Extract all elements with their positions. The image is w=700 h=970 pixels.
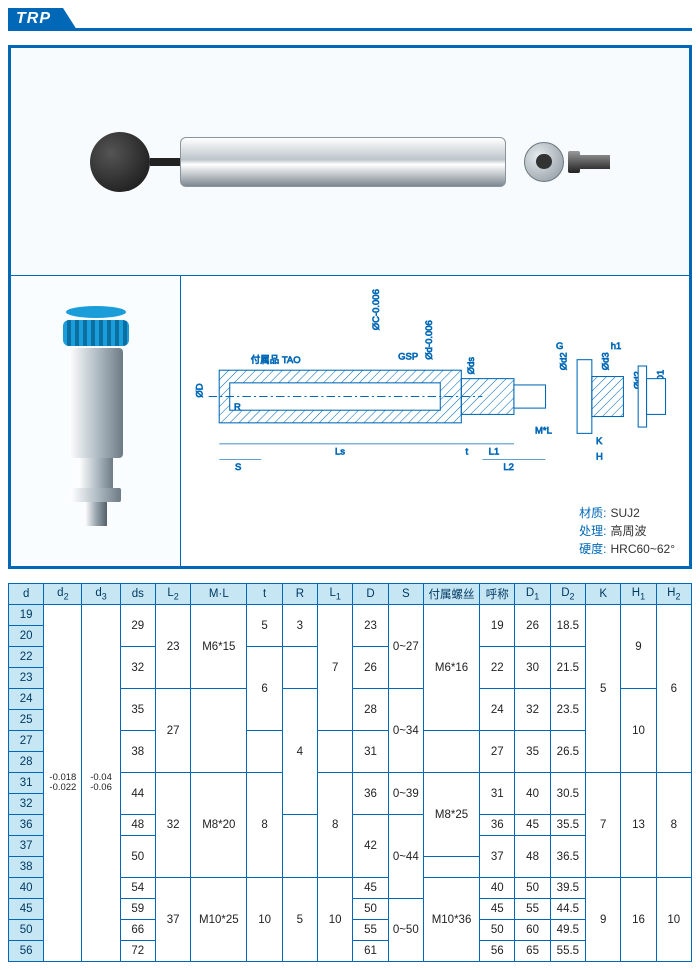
table-row: 19-0.018-0.022-0.04-0.062923M6*15537230~… bbox=[9, 605, 692, 626]
svg-text:S: S bbox=[235, 462, 241, 473]
col-header: d bbox=[9, 584, 44, 605]
col-header: H1 bbox=[621, 584, 656, 605]
svg-text:t: t bbox=[466, 446, 469, 457]
svg-text:Ls: Ls bbox=[335, 446, 345, 457]
product-render bbox=[90, 132, 610, 192]
product-code: TRP bbox=[8, 8, 63, 30]
col-header: S bbox=[388, 584, 423, 605]
col-header: R bbox=[282, 584, 317, 605]
svg-text:L2: L2 bbox=[503, 462, 514, 473]
isometric-view bbox=[11, 276, 181, 566]
col-header: 付属螺丝 bbox=[423, 584, 479, 605]
col-header: D2 bbox=[550, 584, 585, 605]
svg-text:ØC-0.006: ØC-0.006 bbox=[371, 289, 382, 330]
svg-text:K: K bbox=[596, 436, 603, 447]
table-body: 19-0.018-0.022-0.04-0.062923M6*15537230~… bbox=[9, 605, 692, 962]
col-header: H2 bbox=[656, 584, 691, 605]
col-header: t bbox=[247, 584, 282, 605]
header-rule bbox=[8, 28, 692, 31]
col-header: ds bbox=[120, 584, 155, 605]
svg-text:付属品 TAO: 付属品 TAO bbox=[251, 355, 301, 366]
svg-text:H: H bbox=[596, 452, 603, 463]
material-spec: 材质:SUJ2 处理:高周波 硬度:HRC60~62° bbox=[579, 504, 675, 558]
col-header: d3 bbox=[82, 584, 120, 605]
svg-text:Ød2: Ød2 bbox=[559, 352, 570, 370]
svg-text:ØD: ØD bbox=[194, 383, 205, 397]
svg-text:h1: h1 bbox=[611, 341, 622, 352]
col-header: d2 bbox=[44, 584, 82, 605]
svg-text:Øds: Øds bbox=[466, 357, 477, 375]
col-header: K bbox=[586, 584, 621, 605]
page-header: TRP bbox=[8, 8, 692, 31]
technical-drawing: Ls S t L1 L2 M*L 付属品 TAO GSP ØC-0.006 Ød… bbox=[181, 276, 689, 566]
product-photo bbox=[11, 48, 689, 276]
svg-text:L1: L1 bbox=[489, 446, 500, 457]
table-header-row: dd2d3dsL2M·LtRL1DS付属螺丝呼称D1D2KH1H2 bbox=[9, 584, 692, 605]
col-header: L2 bbox=[155, 584, 190, 605]
svg-text:G: G bbox=[556, 341, 563, 352]
col-header: M·L bbox=[191, 584, 247, 605]
col-header: D1 bbox=[515, 584, 550, 605]
col-header: 呼称 bbox=[480, 584, 515, 605]
svg-text:R: R bbox=[234, 402, 241, 413]
col-header: D bbox=[353, 584, 388, 605]
col-header: L1 bbox=[318, 584, 353, 605]
svg-text:Ød-0.006: Ød-0.006 bbox=[424, 320, 435, 359]
svg-text:M*L: M*L bbox=[535, 425, 552, 436]
dimension-table: dd2d3dsL2M·LtRL1DS付属螺丝呼称D1D2KH1H2 19-0.0… bbox=[8, 583, 692, 962]
svg-text:GSP: GSP bbox=[398, 352, 418, 363]
svg-text:Ød3: Ød3 bbox=[601, 352, 612, 370]
drawing-frame: Ls S t L1 L2 M*L 付属品 TAO GSP ØC-0.006 Ød… bbox=[8, 45, 692, 569]
